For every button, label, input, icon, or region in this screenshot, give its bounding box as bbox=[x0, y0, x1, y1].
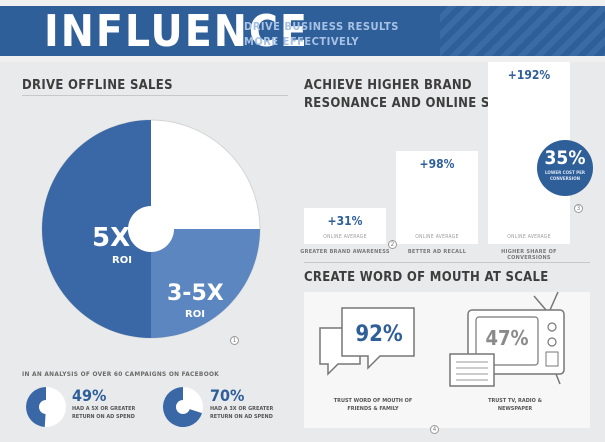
pie-slice-5x bbox=[42, 120, 151, 338]
cost-badge-value: 35% bbox=[544, 147, 586, 169]
section-title-offline-sales: DRIVE OFFLINE SALES bbox=[22, 78, 173, 93]
divider-right bbox=[304, 262, 590, 263]
page-title: INFLUENCE bbox=[44, 6, 309, 57]
bar-avg-label-0: ONLINE AVERAGE bbox=[323, 234, 367, 240]
wom-line2-92: FRIENDS & FAMILY bbox=[347, 406, 399, 412]
stat-line2-49: RETURN ON AD SPEND bbox=[72, 414, 135, 420]
wom-line1-92: TRUST WORD OF MOUTH OF bbox=[333, 398, 413, 404]
bar-avg-label-1: ONLINE AVERAGE bbox=[415, 234, 459, 240]
bar-avg-label-2: ONLINE AVERAGE bbox=[507, 234, 551, 240]
speech-bubble-icon bbox=[319, 307, 415, 376]
divider-left bbox=[22, 95, 288, 96]
stat-value-70: 70% bbox=[210, 386, 245, 405]
footnote-4: 4 bbox=[430, 425, 439, 434]
pie-label-3-5x: 3-5X bbox=[167, 281, 224, 306]
bar-value-label-2: +192% bbox=[507, 67, 551, 82]
analysis-caption: IN AN ANALYSIS OF OVER 60 CAMPAIGNS ON F… bbox=[22, 370, 220, 378]
tv-newspaper-icon bbox=[449, 292, 565, 387]
footnote-2: 2 bbox=[388, 240, 397, 249]
subtitle-line-1: DRIVE BUSINESS RESULTS bbox=[244, 20, 399, 33]
bar-1 bbox=[396, 150, 478, 244]
section-title-brand-2: RESONANCE AND ONLINE SALES bbox=[304, 96, 524, 111]
stat-line1-70: HAD A 3X OR GREATER bbox=[210, 406, 274, 412]
bar-value-label-1: +98% bbox=[419, 156, 455, 171]
cost-badge-line1: LOWER COST PER bbox=[545, 171, 585, 176]
section-title-wom: CREATE WORD OF MOUTH AT SCALE bbox=[304, 270, 549, 285]
cost-badge-line2: CONVERSION bbox=[549, 177, 581, 182]
subtitle-line-2: MORE EFFECTIVELY bbox=[244, 35, 360, 48]
pie-center-hole bbox=[128, 206, 174, 252]
stat-donut-49 bbox=[26, 387, 66, 427]
footnote-3: 3 bbox=[574, 204, 583, 213]
wom-value-47: 47% bbox=[485, 326, 529, 350]
bar-value-label-0: +31% bbox=[327, 214, 363, 228]
header-stripes bbox=[440, 6, 605, 56]
stat-donut-70 bbox=[163, 387, 203, 427]
bar-category-label-1: BETTER AD RECALL bbox=[407, 249, 467, 255]
donut-hole bbox=[39, 400, 53, 414]
bar-category-label-2: HIGHER SHARE OF CONVERSIONS bbox=[501, 249, 557, 261]
pie-label-5x: 5X+ bbox=[92, 223, 152, 253]
stat-value-49: 49% bbox=[72, 386, 107, 405]
donut-slice-49 bbox=[26, 387, 46, 427]
bar-0 bbox=[304, 208, 386, 244]
pie-slice-3-5x bbox=[151, 229, 260, 338]
pie-label-5x-roi: ROI bbox=[112, 255, 132, 266]
wom-line1-47: TRUST TV, RADIO & bbox=[488, 398, 542, 404]
wom-value-92: 92% bbox=[355, 322, 403, 347]
donut-hole bbox=[176, 400, 190, 414]
pie-label-3-5x-roi: ROI bbox=[185, 309, 205, 320]
wom-line2-47: NEWSPAPER bbox=[497, 406, 533, 412]
stat-line1-49: HAD A 5X OR GREATER bbox=[72, 406, 136, 412]
cost-badge bbox=[537, 140, 593, 196]
bar-category-label-0: GREATER BRAND AWARENESS bbox=[300, 249, 390, 255]
roi-pie-chart: 5X+ ROI 3-5X ROI bbox=[41, 119, 261, 339]
stat-line2-70: RETURN ON AD SPEND bbox=[210, 414, 273, 420]
footnote-1: 1 bbox=[230, 336, 239, 345]
section-title-brand-1: ACHIEVE HIGHER BRAND bbox=[304, 78, 472, 93]
